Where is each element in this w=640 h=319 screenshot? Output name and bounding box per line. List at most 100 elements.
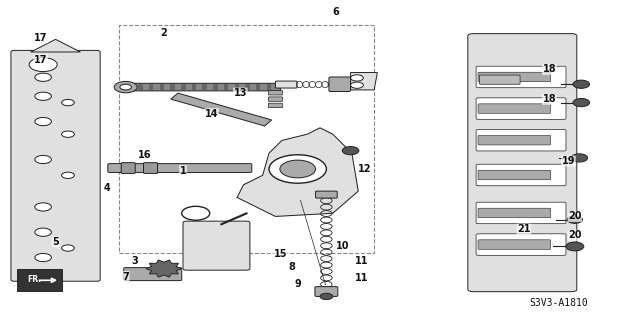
- FancyBboxPatch shape: [183, 221, 250, 270]
- FancyBboxPatch shape: [476, 202, 566, 224]
- FancyBboxPatch shape: [268, 97, 282, 101]
- Text: 20: 20: [568, 230, 582, 241]
- FancyBboxPatch shape: [479, 75, 520, 84]
- Circle shape: [566, 242, 584, 251]
- Text: 3: 3: [132, 256, 139, 266]
- Circle shape: [35, 228, 51, 236]
- FancyBboxPatch shape: [478, 136, 550, 145]
- Polygon shape: [17, 269, 62, 291]
- Circle shape: [114, 81, 137, 93]
- FancyBboxPatch shape: [476, 234, 566, 255]
- Text: FR.: FR.: [28, 275, 42, 284]
- FancyBboxPatch shape: [476, 164, 566, 186]
- Text: 20: 20: [568, 211, 582, 221]
- Text: 7: 7: [122, 271, 129, 281]
- FancyBboxPatch shape: [478, 104, 550, 113]
- Circle shape: [61, 172, 74, 178]
- Bar: [170, 84, 175, 90]
- Text: 13: 13: [234, 88, 247, 98]
- Circle shape: [35, 73, 51, 81]
- Bar: [245, 84, 250, 90]
- FancyBboxPatch shape: [476, 66, 566, 88]
- FancyBboxPatch shape: [476, 98, 566, 119]
- Text: 5: 5: [52, 237, 59, 247]
- Bar: [256, 84, 260, 90]
- Polygon shape: [351, 72, 378, 90]
- Circle shape: [320, 293, 333, 300]
- FancyBboxPatch shape: [316, 191, 337, 198]
- FancyBboxPatch shape: [124, 268, 182, 281]
- Bar: [159, 84, 164, 90]
- FancyBboxPatch shape: [268, 103, 282, 108]
- FancyBboxPatch shape: [329, 77, 351, 92]
- Circle shape: [35, 117, 51, 126]
- Bar: [202, 84, 207, 90]
- Circle shape: [571, 154, 588, 162]
- Text: 12: 12: [358, 164, 371, 174]
- Bar: [192, 84, 196, 90]
- Text: S3V3-A1810: S3V3-A1810: [529, 298, 588, 308]
- FancyBboxPatch shape: [11, 50, 100, 281]
- FancyBboxPatch shape: [476, 130, 566, 151]
- FancyBboxPatch shape: [143, 163, 157, 174]
- FancyBboxPatch shape: [478, 240, 550, 249]
- Text: 17: 17: [34, 33, 47, 43]
- Text: 15: 15: [274, 249, 287, 259]
- Circle shape: [351, 82, 364, 88]
- Bar: [213, 84, 218, 90]
- Polygon shape: [146, 260, 182, 277]
- Circle shape: [280, 160, 316, 178]
- Text: 21: 21: [517, 224, 531, 234]
- Bar: [138, 84, 143, 90]
- Circle shape: [61, 100, 74, 106]
- Circle shape: [342, 146, 359, 155]
- Circle shape: [269, 155, 326, 183]
- Circle shape: [182, 206, 210, 220]
- FancyBboxPatch shape: [478, 72, 550, 82]
- Text: 4: 4: [103, 183, 110, 193]
- Bar: [127, 84, 132, 90]
- Circle shape: [61, 131, 74, 137]
- Text: 2: 2: [161, 28, 167, 38]
- FancyBboxPatch shape: [124, 83, 280, 91]
- Text: 8: 8: [288, 262, 295, 272]
- FancyBboxPatch shape: [468, 33, 577, 292]
- FancyBboxPatch shape: [478, 170, 550, 180]
- FancyBboxPatch shape: [108, 164, 252, 173]
- Circle shape: [120, 84, 131, 90]
- Circle shape: [567, 216, 582, 223]
- FancyBboxPatch shape: [275, 81, 297, 88]
- Circle shape: [573, 99, 589, 107]
- Polygon shape: [237, 128, 358, 216]
- Text: 11: 11: [355, 273, 368, 283]
- Polygon shape: [171, 93, 271, 126]
- Circle shape: [35, 253, 51, 262]
- Polygon shape: [31, 39, 81, 52]
- Text: 9: 9: [294, 279, 301, 289]
- Text: 18: 18: [543, 94, 556, 104]
- Bar: [181, 84, 186, 90]
- Circle shape: [573, 80, 589, 88]
- Text: 11: 11: [355, 256, 368, 266]
- FancyBboxPatch shape: [268, 91, 282, 95]
- Text: 10: 10: [335, 241, 349, 251]
- Circle shape: [351, 75, 364, 81]
- FancyBboxPatch shape: [315, 286, 338, 296]
- Circle shape: [35, 203, 51, 211]
- Text: 16: 16: [138, 150, 152, 160]
- Text: 6: 6: [333, 7, 339, 18]
- FancyBboxPatch shape: [121, 163, 135, 174]
- Text: 17: 17: [34, 55, 47, 65]
- Bar: [149, 84, 154, 90]
- Circle shape: [29, 58, 57, 71]
- Text: 19: 19: [562, 156, 575, 166]
- Bar: [234, 84, 239, 90]
- Circle shape: [35, 155, 51, 164]
- Text: 14: 14: [205, 109, 218, 119]
- Circle shape: [61, 245, 74, 251]
- FancyBboxPatch shape: [478, 208, 550, 218]
- Text: 18: 18: [543, 64, 556, 74]
- Bar: [224, 84, 228, 90]
- Text: 1: 1: [180, 166, 186, 175]
- Bar: [267, 84, 271, 90]
